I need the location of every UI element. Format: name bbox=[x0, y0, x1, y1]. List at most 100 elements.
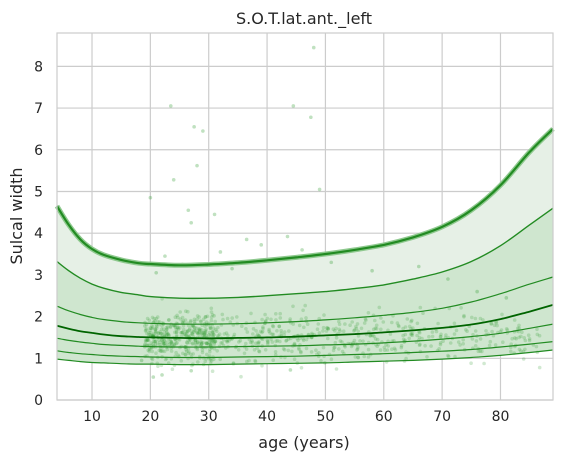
y-axis-label: Sulcal width bbox=[7, 168, 26, 265]
data-point bbox=[282, 330, 287, 334]
data-point bbox=[188, 338, 192, 342]
outlier-point bbox=[285, 234, 290, 239]
data-point bbox=[250, 338, 254, 343]
data-point bbox=[366, 355, 371, 359]
data-point bbox=[273, 353, 278, 357]
data-point bbox=[151, 332, 156, 337]
data-point bbox=[178, 310, 182, 314]
data-point bbox=[470, 315, 474, 320]
data-point bbox=[166, 332, 170, 336]
data-point bbox=[205, 314, 210, 319]
data-point bbox=[213, 319, 217, 324]
data-point bbox=[377, 305, 382, 310]
data-point bbox=[159, 349, 163, 353]
data-point bbox=[522, 336, 526, 340]
data-point bbox=[295, 336, 300, 341]
data-point bbox=[474, 339, 479, 343]
data-point bbox=[202, 333, 206, 337]
data-point bbox=[173, 325, 178, 330]
data-point bbox=[523, 338, 528, 343]
data-point bbox=[204, 341, 209, 346]
data-point bbox=[382, 345, 387, 350]
data-point bbox=[527, 337, 532, 341]
data-point bbox=[251, 332, 255, 336]
data-point bbox=[326, 326, 331, 331]
data-point bbox=[203, 330, 207, 335]
data-point bbox=[201, 356, 206, 360]
data-point bbox=[147, 347, 152, 352]
data-point bbox=[373, 337, 378, 341]
data-point bbox=[221, 317, 225, 322]
data-point bbox=[195, 314, 200, 318]
data-point bbox=[194, 343, 198, 347]
data-point bbox=[191, 324, 195, 328]
data-point bbox=[170, 343, 174, 347]
data-point bbox=[321, 325, 326, 330]
data-point bbox=[199, 339, 203, 344]
outlier-point bbox=[212, 212, 217, 217]
data-point bbox=[315, 327, 320, 332]
data-point bbox=[421, 311, 425, 316]
data-point bbox=[211, 326, 216, 331]
data-point bbox=[271, 324, 276, 329]
data-point bbox=[260, 329, 265, 334]
data-point bbox=[153, 331, 158, 335]
data-point bbox=[148, 326, 152, 330]
data-point bbox=[299, 317, 304, 322]
y-tick-label: 5 bbox=[34, 184, 43, 200]
data-point bbox=[207, 333, 211, 337]
data-point bbox=[210, 330, 215, 334]
data-point bbox=[164, 328, 169, 332]
data-point bbox=[157, 331, 161, 336]
data-point bbox=[439, 332, 443, 337]
data-point bbox=[526, 333, 531, 338]
data-point bbox=[439, 334, 443, 339]
data-point bbox=[291, 322, 296, 326]
data-point bbox=[462, 315, 466, 319]
data-point bbox=[168, 325, 173, 330]
data-point bbox=[278, 311, 283, 316]
y-tick-label: 1 bbox=[34, 351, 43, 367]
data-point bbox=[185, 340, 189, 345]
data-point bbox=[390, 347, 394, 352]
data-point bbox=[225, 340, 229, 344]
data-point bbox=[208, 325, 213, 329]
data-point bbox=[143, 342, 147, 347]
data-point bbox=[175, 341, 179, 345]
data-point bbox=[161, 327, 166, 332]
data-point bbox=[200, 328, 204, 332]
data-point bbox=[174, 338, 178, 343]
data-point bbox=[204, 327, 208, 332]
data-point bbox=[209, 343, 213, 348]
data-point bbox=[209, 306, 214, 311]
data-point bbox=[188, 334, 192, 338]
data-point bbox=[176, 325, 180, 330]
outlier-point bbox=[504, 296, 509, 300]
data-point bbox=[178, 326, 182, 330]
data-point bbox=[212, 314, 216, 318]
data-point bbox=[156, 364, 160, 369]
data-point bbox=[453, 354, 457, 359]
data-point bbox=[189, 352, 193, 357]
data-point bbox=[174, 350, 178, 355]
data-point bbox=[329, 357, 334, 362]
data-point bbox=[208, 333, 213, 338]
data-point bbox=[148, 333, 153, 337]
data-point bbox=[275, 329, 279, 333]
outer-band-upper bbox=[57, 128, 553, 299]
data-point bbox=[209, 359, 214, 363]
data-point bbox=[179, 330, 183, 335]
data-point bbox=[217, 344, 222, 349]
data-point bbox=[144, 338, 149, 343]
data-point bbox=[401, 333, 405, 338]
data-point bbox=[261, 325, 265, 329]
outlier-point bbox=[329, 260, 334, 265]
data-point bbox=[254, 329, 258, 333]
data-point bbox=[356, 329, 361, 334]
data-point bbox=[195, 340, 200, 344]
data-point bbox=[205, 341, 210, 346]
data-point bbox=[162, 342, 166, 347]
data-point bbox=[184, 347, 188, 352]
data-point bbox=[220, 312, 225, 317]
data-point bbox=[361, 339, 365, 344]
